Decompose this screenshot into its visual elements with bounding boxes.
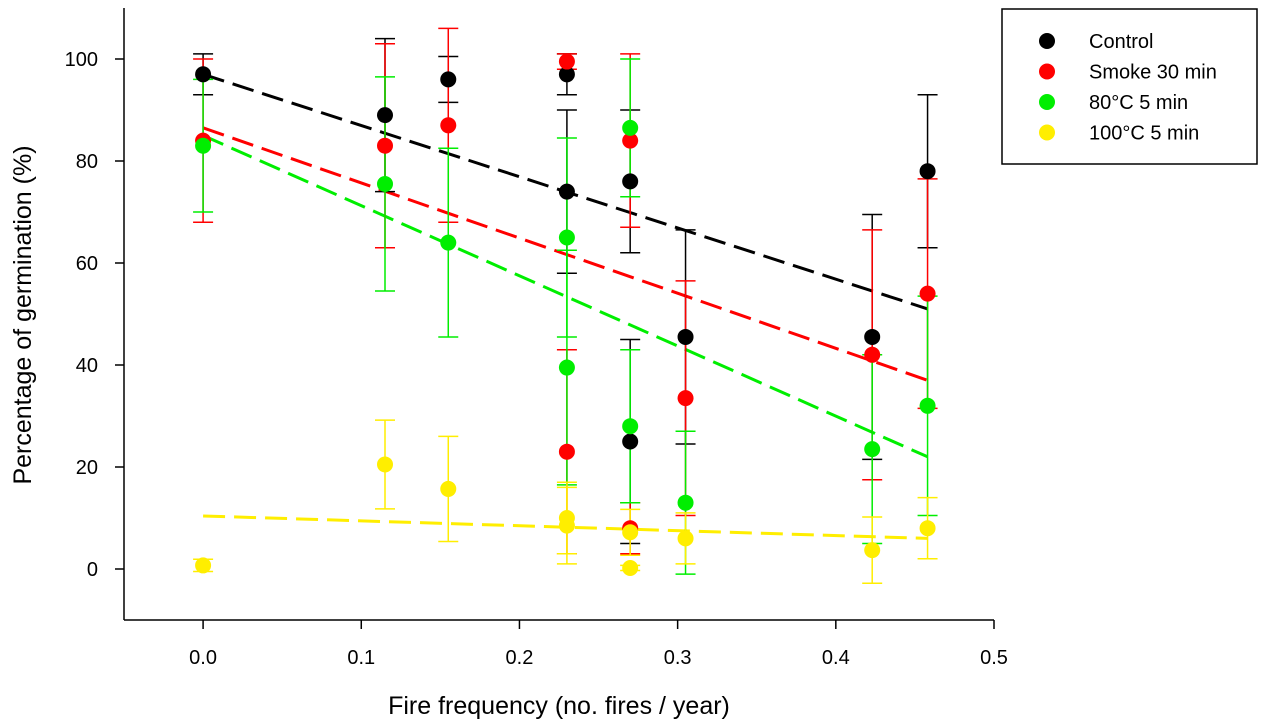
data-point-series-1 [677, 390, 694, 407]
y-tick-label: 60 [76, 253, 98, 275]
data-point-series-1 [864, 346, 881, 363]
y-tick-label: 100 [65, 49, 98, 71]
y-tick-label: 40 [76, 355, 98, 377]
x-tick-label: 0.0 [189, 647, 217, 669]
data-point-series-0 [919, 163, 936, 180]
x-tick-label: 0.3 [664, 647, 692, 669]
data-point-series-0 [195, 66, 212, 83]
data-point-series-1 [377, 137, 393, 154]
data-point-series-2 [864, 441, 881, 458]
data-point-series-3 [377, 456, 393, 473]
legend-label: 100°C 5 min [1089, 123, 1199, 145]
data-point-series-2 [195, 137, 212, 154]
x-tick-label: 0.1 [347, 647, 375, 669]
data-point-series-1 [919, 285, 936, 302]
x-tick-label: 0.4 [822, 647, 850, 669]
trend-lines [202, 72, 929, 540]
legend-items: Control Smoke 30 min 80°C 5 min 100°C 5 min [1039, 31, 1217, 145]
data-point-series-2 [622, 119, 639, 136]
data-point-series-0 [622, 173, 639, 190]
x-tick-label: 0.2 [506, 647, 534, 669]
data-point-series-2 [440, 234, 457, 251]
axes [123, 8, 994, 621]
data-point-series-3 [195, 557, 212, 574]
data-point-series-3 [558, 517, 575, 534]
data-point-series-2 [558, 229, 575, 246]
legend-marker [1039, 63, 1055, 80]
data-point-series-0 [864, 328, 881, 345]
data-point-series-2 [377, 175, 393, 192]
data-point-series-3 [677, 530, 694, 547]
data-point-series-2 [622, 418, 639, 435]
error-bars [193, 27, 938, 585]
data-point-series-0 [440, 71, 457, 88]
legend-label: Smoke 30 min [1089, 62, 1217, 84]
y-axis-title: Percentage of germination (%) [9, 145, 37, 484]
data-points [195, 53, 936, 576]
trend-line-series-2 [202, 134, 929, 459]
data-point-series-1 [440, 117, 457, 134]
trend-line-series-1 [202, 126, 929, 382]
data-point-series-3 [622, 524, 639, 541]
x-tick-label: 0.5 [980, 647, 1008, 669]
data-point-series-0 [558, 183, 575, 200]
data-point-series-3 [919, 520, 936, 537]
data-point-series-2 [677, 494, 694, 511]
data-point-series-3 [864, 542, 881, 559]
data-point-series-0 [622, 433, 639, 450]
data-point-series-3 [440, 480, 457, 497]
legend-marker [1039, 94, 1055, 110]
data-point-series-1 [558, 53, 575, 70]
x-axis-title: Fire frequency (no. fires / year) [388, 692, 730, 720]
data-point-series-0 [558, 66, 575, 83]
data-point-series-2 [919, 397, 936, 414]
data-point-series-0 [677, 328, 694, 345]
legend-label: 80°C 5 min [1089, 92, 1188, 114]
y-tick-label: 80 [76, 151, 98, 173]
data-point-series-3 [622, 559, 639, 576]
legend-marker [1039, 124, 1055, 141]
legend-label: Control [1089, 31, 1153, 53]
legend-marker [1039, 33, 1055, 49]
data-point-series-1 [558, 443, 575, 460]
data-point-series-0 [377, 107, 393, 124]
data-point-series-2 [558, 359, 575, 376]
ticks: 0.0 0.1 0.2 0.3 0.4 0.5 0 20 40 60 80 100 [65, 49, 1008, 669]
legend: Control Smoke 30 min 80°C 5 min 100°C 5 min [1001, 8, 1258, 165]
y-tick-label: 20 [76, 457, 98, 479]
y-tick-label: 0 [87, 559, 98, 581]
data-point-series-1 [622, 132, 639, 149]
